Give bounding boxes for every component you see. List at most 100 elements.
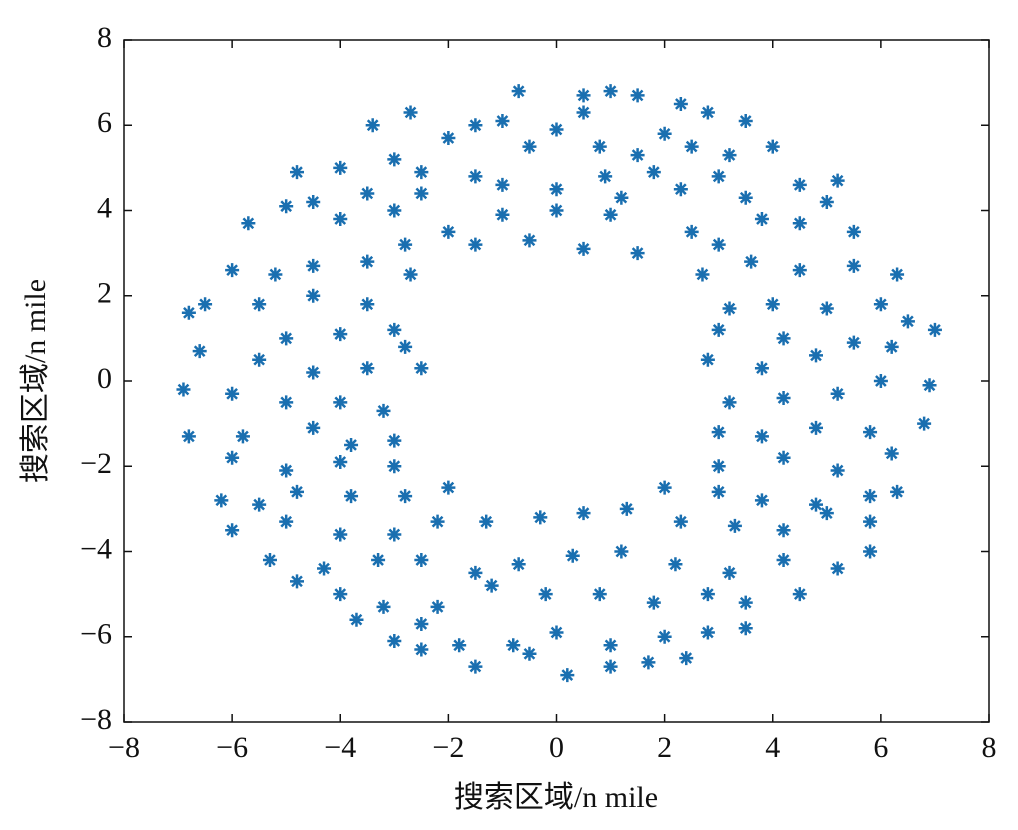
point	[809, 420, 823, 435]
point	[598, 169, 613, 184]
point	[279, 331, 294, 346]
point	[900, 314, 915, 329]
point	[884, 339, 899, 354]
point	[549, 625, 564, 640]
point	[738, 595, 753, 610]
point	[371, 553, 386, 568]
x-tick-label: 8	[982, 731, 997, 764]
point	[398, 339, 413, 354]
y-tick-label: 0	[97, 362, 112, 395]
point	[711, 237, 726, 252]
point	[360, 254, 375, 269]
point	[317, 561, 332, 576]
point	[387, 322, 402, 337]
point	[830, 386, 845, 401]
point	[360, 297, 375, 312]
point	[576, 241, 591, 256]
point	[414, 553, 429, 568]
x-tick-label: −8	[108, 731, 140, 764]
point	[776, 450, 791, 465]
point	[290, 574, 304, 589]
point	[225, 450, 240, 465]
point	[776, 391, 791, 406]
point	[700, 352, 715, 367]
point	[754, 429, 769, 444]
point	[333, 160, 348, 175]
point	[176, 382, 191, 397]
point	[684, 139, 699, 154]
point	[630, 148, 645, 163]
point	[765, 297, 780, 312]
point	[776, 553, 791, 568]
point	[927, 322, 942, 337]
point	[592, 139, 607, 154]
point	[884, 446, 899, 461]
point	[468, 237, 483, 252]
point	[376, 403, 391, 418]
point	[727, 518, 742, 533]
point	[630, 88, 645, 103]
point	[181, 305, 196, 320]
point	[776, 523, 791, 538]
point	[452, 638, 467, 653]
point	[306, 258, 321, 273]
point	[279, 514, 294, 529]
point	[792, 216, 807, 231]
point	[630, 246, 645, 261]
point	[673, 96, 688, 111]
y-tick-label: 8	[97, 21, 112, 54]
point	[646, 165, 661, 180]
point	[225, 386, 240, 401]
point	[441, 224, 456, 239]
point	[333, 454, 348, 469]
point	[792, 177, 807, 192]
point	[830, 463, 845, 478]
point	[495, 177, 510, 192]
point	[479, 514, 494, 529]
point	[722, 301, 737, 316]
point	[722, 148, 737, 163]
point	[711, 169, 726, 184]
point	[290, 165, 304, 180]
point	[522, 139, 537, 154]
point	[192, 344, 207, 359]
point	[252, 352, 267, 367]
point	[441, 131, 456, 146]
point	[333, 587, 348, 602]
point	[614, 190, 629, 205]
point	[754, 212, 769, 227]
point	[673, 182, 688, 197]
point	[560, 668, 575, 683]
point	[522, 233, 537, 248]
point	[290, 484, 304, 499]
x-tick-label: −4	[324, 731, 356, 764]
point	[333, 212, 348, 227]
y-tick-label: −2	[80, 447, 112, 480]
point	[387, 152, 402, 167]
point	[603, 638, 618, 653]
point	[268, 267, 283, 282]
y-tick-label: −8	[80, 703, 112, 736]
point	[565, 548, 580, 563]
point	[657, 126, 672, 141]
point	[333, 527, 348, 542]
point	[922, 378, 937, 393]
point	[403, 105, 418, 120]
point	[809, 497, 823, 512]
point	[549, 203, 564, 218]
point	[344, 437, 359, 452]
point	[890, 484, 905, 499]
point	[830, 173, 845, 188]
point	[576, 506, 591, 521]
x-tick-label: 0	[549, 731, 564, 764]
x-tick-label: 6	[873, 731, 888, 764]
point	[484, 578, 499, 593]
point	[873, 374, 888, 388]
point	[657, 629, 672, 644]
y-tick-label: 2	[97, 277, 112, 310]
point	[809, 348, 823, 363]
y-tick-label: 4	[97, 191, 112, 224]
x-axis-label: 搜索区域/n mile	[454, 781, 658, 814]
point	[863, 544, 878, 559]
